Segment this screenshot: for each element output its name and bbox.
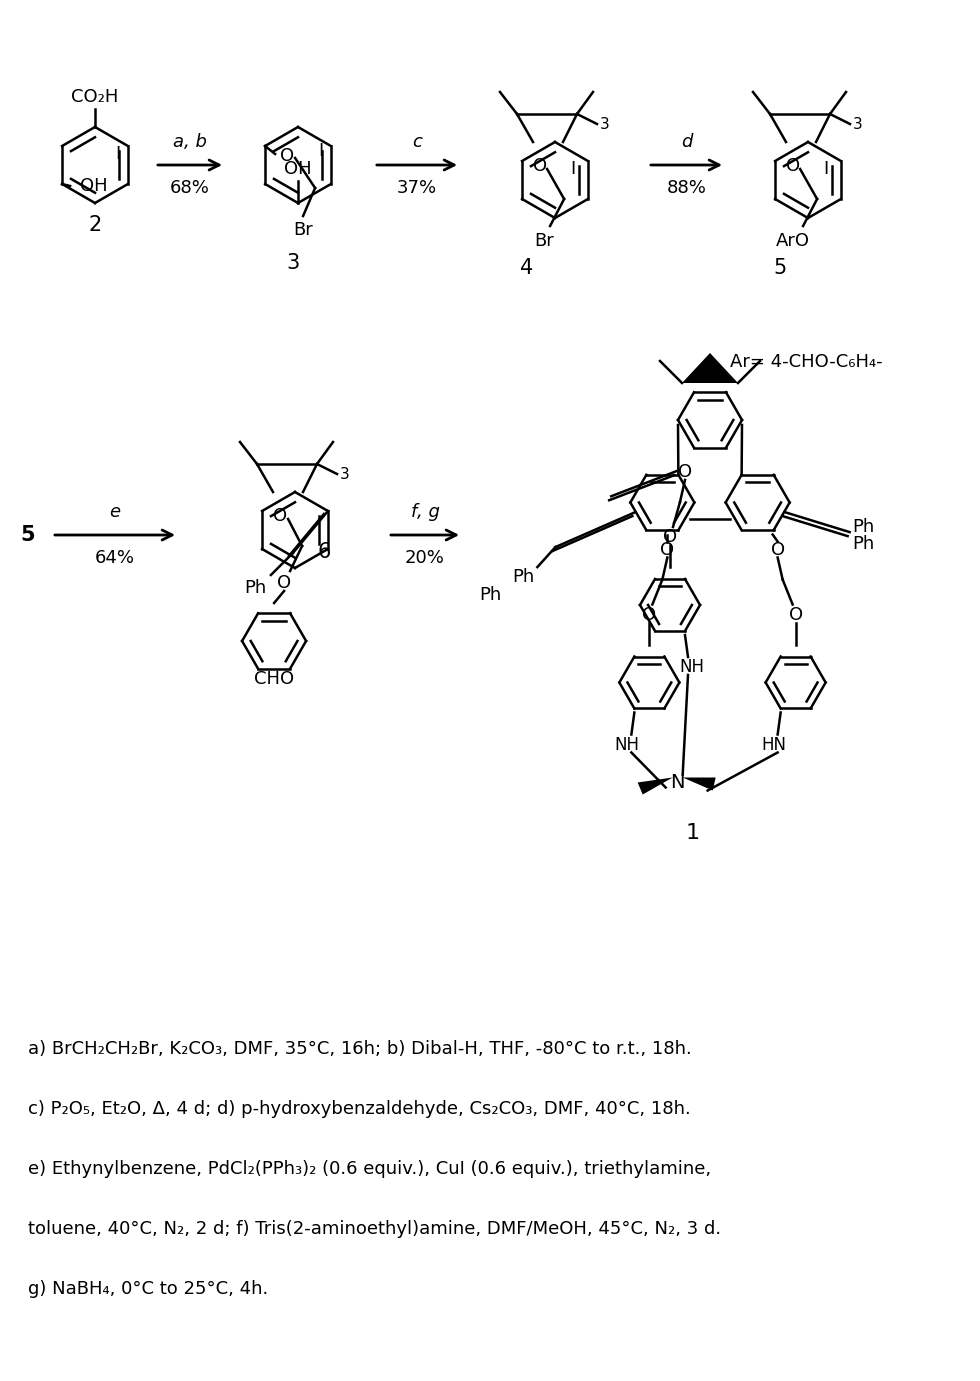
Polygon shape bbox=[683, 778, 715, 790]
Text: 3: 3 bbox=[854, 116, 862, 131]
Text: 3: 3 bbox=[600, 116, 610, 131]
Text: 3: 3 bbox=[340, 467, 350, 482]
Text: Br: Br bbox=[534, 232, 554, 250]
Polygon shape bbox=[682, 354, 738, 383]
Text: 20%: 20% bbox=[405, 550, 445, 568]
Text: O: O bbox=[662, 528, 677, 545]
Text: O: O bbox=[786, 157, 800, 175]
Text: Ph: Ph bbox=[853, 534, 875, 554]
Text: 5: 5 bbox=[773, 258, 787, 278]
Text: 5: 5 bbox=[21, 525, 35, 545]
Text: O: O bbox=[789, 605, 803, 623]
Text: O: O bbox=[273, 507, 287, 525]
Text: a) BrCH₂CH₂Br, K₂CO₃, DMF, 35°C, 16h; b) Dibal-H, THF, -80°C to r.t., 18h.: a) BrCH₂CH₂Br, K₂CO₃, DMF, 35°C, 16h; b)… bbox=[28, 1040, 692, 1058]
Text: I: I bbox=[570, 160, 575, 178]
Text: 1: 1 bbox=[686, 823, 700, 842]
Text: O: O bbox=[661, 540, 674, 558]
Text: O: O bbox=[280, 146, 294, 164]
Text: e) Ethynylbenzene, PdCl₂(PPh₃)₂ (0.6 equiv.), CuI (0.6 equiv.), triethylamine,: e) Ethynylbenzene, PdCl₂(PPh₃)₂ (0.6 equ… bbox=[28, 1160, 711, 1178]
Text: I: I bbox=[823, 160, 828, 178]
Text: I: I bbox=[318, 142, 323, 160]
Text: 64%: 64% bbox=[95, 550, 135, 568]
Text: N: N bbox=[670, 773, 685, 791]
Text: Br: Br bbox=[293, 221, 313, 239]
Text: I: I bbox=[116, 145, 121, 163]
Text: O: O bbox=[277, 574, 291, 592]
Text: Ph: Ph bbox=[479, 586, 501, 603]
Text: O: O bbox=[678, 463, 692, 481]
Text: Ar= 4-CHO-C₆H₄-: Ar= 4-CHO-C₆H₄- bbox=[730, 354, 883, 371]
Text: 6: 6 bbox=[317, 541, 330, 562]
Text: OH: OH bbox=[80, 177, 108, 195]
Text: 4: 4 bbox=[520, 258, 534, 278]
Text: e: e bbox=[110, 503, 121, 521]
Text: a, b: a, b bbox=[173, 133, 207, 151]
Text: NH: NH bbox=[679, 657, 705, 677]
Text: HN: HN bbox=[761, 736, 786, 754]
Text: c: c bbox=[412, 133, 422, 151]
Text: 37%: 37% bbox=[397, 180, 437, 197]
Text: ArO: ArO bbox=[776, 232, 810, 250]
Text: CO₂H: CO₂H bbox=[72, 88, 119, 106]
Text: f, g: f, g bbox=[411, 503, 439, 521]
Text: O: O bbox=[533, 157, 547, 175]
Text: c) P₂O₅, Et₂O, Δ, 4 d; d) p-hydroxybenzaldehyde, Cs₂CO₃, DMF, 40°C, 18h.: c) P₂O₅, Et₂O, Δ, 4 d; d) p-hydroxybenza… bbox=[28, 1101, 691, 1119]
Polygon shape bbox=[638, 778, 672, 794]
Text: Ph: Ph bbox=[244, 579, 266, 597]
Text: d: d bbox=[681, 133, 692, 151]
Text: 68%: 68% bbox=[171, 180, 210, 197]
Text: Ph: Ph bbox=[513, 568, 534, 586]
Text: toluene, 40°C, N₂, 2 d; f) Tris(2-aminoethyl)amine, DMF/MeOH, 45°C, N₂, 3 d.: toluene, 40°C, N₂, 2 d; f) Tris(2-aminoe… bbox=[28, 1219, 721, 1237]
Text: g) NaBH₄, 0°C to 25°C, 4h.: g) NaBH₄, 0°C to 25°C, 4h. bbox=[28, 1280, 269, 1298]
Text: OH: OH bbox=[284, 160, 312, 178]
Text: Ph: Ph bbox=[853, 518, 875, 536]
Text: NH: NH bbox=[614, 736, 640, 754]
Text: O: O bbox=[642, 605, 657, 623]
Text: 88%: 88% bbox=[666, 180, 707, 197]
Text: 3: 3 bbox=[286, 253, 300, 273]
Text: O: O bbox=[770, 540, 785, 558]
Text: CHO: CHO bbox=[254, 670, 294, 688]
Text: 2: 2 bbox=[88, 215, 102, 235]
